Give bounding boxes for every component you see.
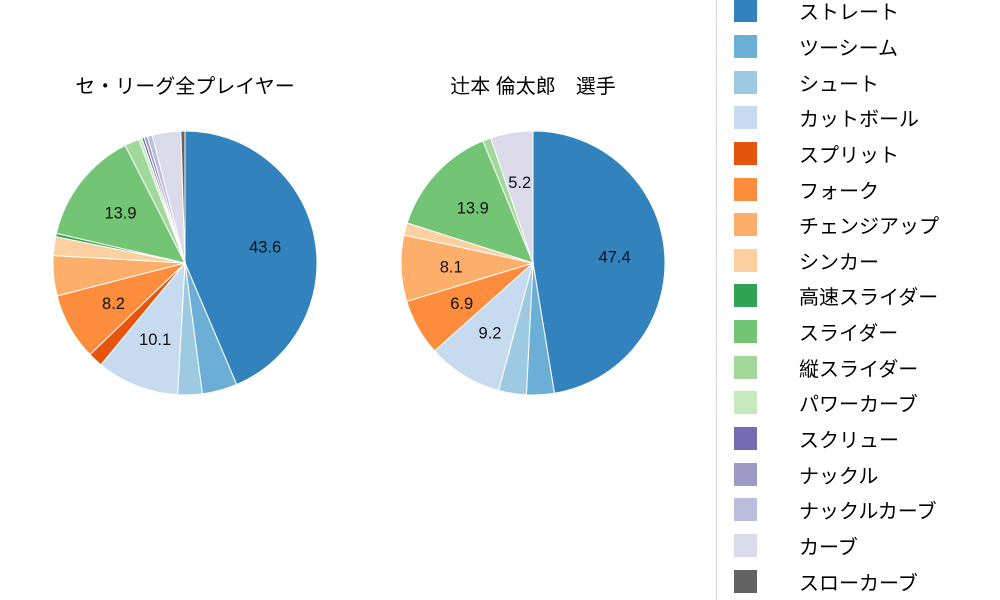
pie-chart-league-all-players: 43.6 10.1 8.2 13.9 — [52, 130, 318, 396]
legend-swatch-icon — [734, 391, 757, 415]
legend-item-label: ナックル — [799, 465, 879, 488]
legend-item-カーブ[interactable]: カーブ — [717, 528, 1000, 564]
legend: ストレートツーシームシュートカットボール スプリットフォークチェンジアップ シンカー… — [716, 0, 1000, 600]
pie-slice-スローカーブ — [180, 130, 186, 264]
legend-item-チェンジアップ[interactable]: チェンジアップ — [717, 207, 1000, 243]
legend-item-高速スライダー[interactable]: 高速スライダー — [717, 278, 1000, 314]
pie-value-label: 5.2 — [508, 174, 531, 192]
legend-swatch-icon — [734, 248, 757, 272]
legend-item-label: フォーク — [799, 180, 879, 203]
legend-item-label: スプリット — [799, 144, 899, 167]
legend-item-label: スライダー — [799, 323, 899, 346]
legend-item-ツーシーム[interactable]: ツーシーム — [717, 29, 1000, 65]
legend-item-縦スライダー[interactable]: 縦スライダー — [717, 349, 1000, 385]
legend-item-シンカー[interactable]: シンカー — [717, 242, 1000, 278]
legend-item-パワーカーブ[interactable]: パワーカーブ — [717, 385, 1000, 421]
legend-swatch-icon — [734, 34, 757, 58]
pie-slice-カットボール — [100, 261, 186, 396]
pie-value-label: 13.9 — [457, 200, 489, 218]
right-pie-title: 辻本 倫太郎 選手 — [450, 76, 616, 98]
legend-item-カットボール[interactable]: カットボール — [717, 100, 1000, 136]
legend-item-label: ツーシーム — [799, 37, 898, 60]
legend-item-フォーク[interactable]: フォーク — [717, 171, 1000, 207]
pie-slice-スライダー — [55, 144, 186, 264]
pie-value-label: 13.9 — [104, 205, 136, 223]
legend-items: ストレートツーシームシュートカットボール スプリットフォークチェンジアップ シンカー… — [717, 0, 1000, 599]
pie-chart-player-tsujimoto: 47.4 9.2 6.9 8.1 13.9 5.2 — [400, 130, 666, 396]
legend-item-label: シンカー — [799, 251, 879, 274]
pie-value-label: 6.9 — [450, 295, 473, 313]
legend-item-label: スクリュー — [799, 430, 899, 452]
legend-swatch-icon — [734, 0, 757, 23]
legend-swatch-icon — [734, 462, 757, 486]
pie-value-label: 47.4 — [599, 248, 631, 266]
legend-item-ナックルカーブ[interactable]: ナックルカーブ — [717, 492, 1000, 528]
legend-item-スプリット[interactable]: スプリット — [717, 136, 1000, 172]
legend-swatch-icon — [734, 177, 757, 201]
legend-swatch-icon — [734, 106, 757, 130]
pie-value-label: 8.1 — [440, 258, 463, 276]
legend-item-label: 高速スライダー — [799, 287, 939, 310]
pie-value-label: 10.1 — [139, 331, 171, 349]
pie-value-label: 9.2 — [479, 325, 502, 343]
legend-item-label: カットボール — [799, 109, 919, 132]
legend-item-label: 縦スライダー — [799, 358, 919, 381]
legend-swatch-icon — [734, 569, 757, 593]
left-pie-title: セ・リーグ全プレイヤー — [75, 76, 295, 98]
legend-swatch-icon — [734, 427, 757, 450]
legend-swatch-icon — [734, 320, 757, 344]
legend-item-label: スローカーブ — [799, 572, 918, 595]
pie-value-label: 43.6 — [249, 239, 281, 257]
legend-item-label: シュート — [799, 73, 879, 96]
pie-slice-ストレート — [184, 130, 318, 386]
legend-item-スローカーブ[interactable]: スローカーブ — [717, 563, 1000, 599]
legend-item-label: ストレート — [799, 2, 899, 25]
legend-item-ストレート[interactable]: ストレート — [717, 0, 1000, 29]
legend-swatch-icon — [734, 498, 757, 522]
pie-slice-ストレート — [532, 130, 666, 394]
pie-value-label: 8.2 — [102, 295, 125, 313]
legend-item-スクリュー[interactable]: スクリュー — [717, 421, 1000, 457]
legend-swatch-icon — [734, 355, 757, 379]
legend-item-label: チェンジアップ — [799, 216, 939, 239]
legend-item-シュート[interactable]: シュート — [717, 64, 1000, 100]
legend-item-label: ナックルカーブ — [799, 501, 937, 524]
legend-swatch-icon — [734, 284, 757, 308]
legend-swatch-icon — [734, 213, 757, 237]
legend-swatch-icon — [734, 533, 757, 557]
legend-item-label: パワーカーブ — [799, 394, 918, 417]
legend-item-スライダー[interactable]: スライダー — [717, 314, 1000, 350]
pie-slice-スライダー — [406, 140, 534, 264]
legend-swatch-icon — [734, 70, 757, 94]
legend-swatch-icon — [734, 141, 757, 165]
legend-item-ナックル[interactable]: ナックル — [717, 456, 1000, 492]
legend-item-label: カーブ — [799, 536, 858, 559]
pie-slice-カーブ — [490, 130, 534, 264]
